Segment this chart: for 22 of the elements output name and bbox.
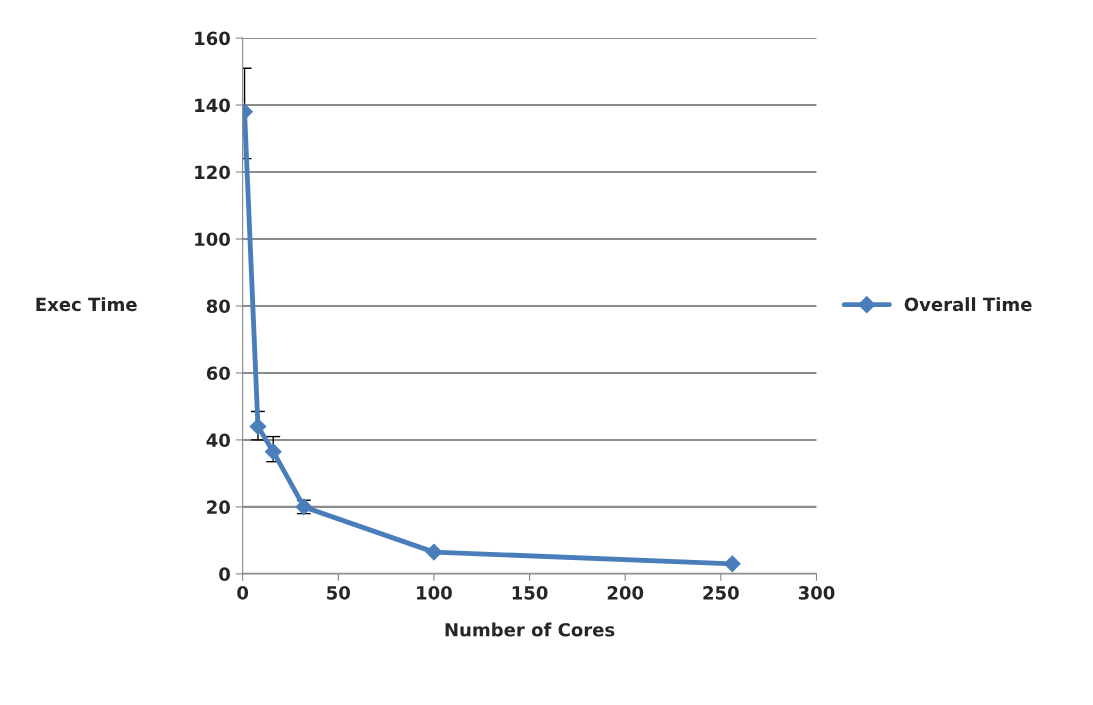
x-tick-label: 200 [607, 585, 644, 600]
x-tick-label: 250 [703, 585, 739, 600]
y-tick-label: 140 [195, 98, 230, 113]
y-tick-label: 0 [219, 567, 230, 581]
x-tick-label: 150 [512, 585, 548, 600]
y-tick-label: 120 [195, 165, 230, 180]
y-tick-label: 40 [206, 433, 230, 448]
point [249, 418, 267, 435]
y-tick-label: 60 [206, 366, 230, 381]
x-tick-label: 300 [798, 585, 835, 600]
x-tick-label: 100 [417, 585, 452, 600]
y-tick-label: 80 [206, 299, 230, 314]
x-axis-title: Number of Cores [445, 622, 615, 637]
y-axis-title: Exec Time [36, 297, 137, 312]
y-tick-label: 160 [195, 31, 230, 46]
legend-label: Overall Time [904, 297, 1032, 312]
x-tick-label: 50 [327, 585, 350, 600]
point [425, 543, 443, 561]
y-tick-label: 20 [207, 500, 230, 515]
point [264, 443, 282, 461]
y-tick-label: 100 [195, 232, 230, 247]
x-tick-label: 0 [237, 585, 249, 600]
